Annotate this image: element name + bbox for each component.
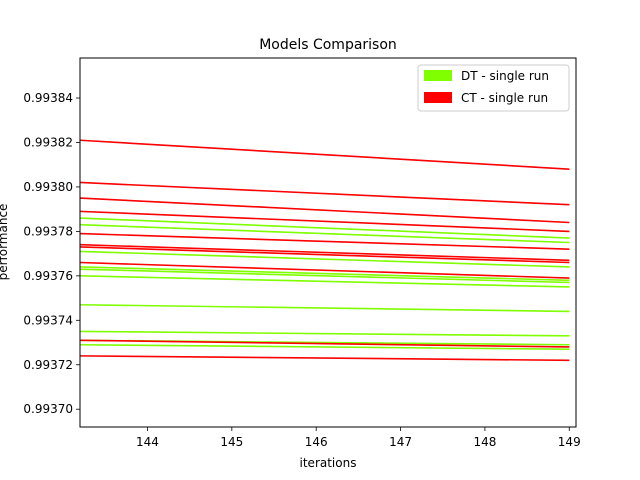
- legend-label-dt: DT - single run: [461, 69, 549, 83]
- series-line-dt-4: [79, 268, 570, 284]
- series-line-ct-18: [79, 339, 570, 348]
- y-tick-label: 0.99372: [23, 358, 73, 372]
- series-line-ct-15: [79, 243, 570, 262]
- y-tick-label: 0.99384: [23, 91, 73, 105]
- series-line-ct-10: [79, 139, 570, 170]
- x-tick-label: 147: [389, 435, 412, 449]
- x-tick-label: 148: [473, 435, 496, 449]
- x-tick-label: 146: [305, 435, 328, 449]
- x-tick-label: 144: [136, 435, 159, 449]
- series-line-dt-7: [79, 330, 570, 337]
- series-line-ct-11: [79, 181, 570, 206]
- series-line-ct-12: [79, 197, 570, 224]
- y-tick-label: 0.99382: [23, 135, 73, 149]
- series-line-dt-9: [79, 343, 570, 350]
- legend-box: [417, 64, 570, 112]
- legend-swatch-dt: [424, 70, 452, 81]
- x-tick-label: 149: [558, 435, 581, 449]
- y-tick-label: 0.99378: [23, 224, 73, 238]
- legend-swatch-ct: [424, 92, 452, 103]
- series-line-dt-5: [79, 275, 570, 288]
- series-line-ct-19: [79, 355, 570, 362]
- legend: DT - single run CT - single run: [417, 64, 570, 112]
- series-line-ct-16: [79, 246, 570, 264]
- chart-title: Models Comparison: [259, 37, 397, 53]
- y-axis: 0.99370 0.99372 0.99374 0.99376 0.99378 0.993…: [23, 91, 80, 416]
- plot-area: 144 145 146 147 148 149 0.99370 0.99372 0.99374…: [23, 57, 581, 449]
- axes-frame: [79, 57, 577, 428]
- x-tick-label: 145: [220, 435, 243, 449]
- x-axis-title: iterations: [300, 456, 357, 470]
- series-line-ct-17: [79, 261, 570, 279]
- y-tick-label: 0.99376: [23, 269, 73, 283]
- y-tick-label: 0.99374: [23, 313, 73, 327]
- series-line-dt-6: [79, 303, 570, 313]
- series-line-ct-13: [79, 210, 570, 233]
- axes-background: [80, 58, 576, 427]
- x-axis: 144 145 146 147 148 149: [136, 427, 581, 449]
- y-tick-label: 0.99370: [23, 402, 73, 416]
- series-line-ct-14: [79, 232, 570, 250]
- series-layer: [79, 139, 570, 362]
- series-line-dt-0: [79, 217, 570, 239]
- series-line-dt-1: [79, 223, 570, 244]
- series-line-dt-3: [79, 266, 570, 282]
- y-axis-title: performance: [0, 204, 10, 281]
- series-line-dt-2: [79, 250, 570, 268]
- y-tick-label: 0.99380: [23, 180, 73, 194]
- legend-label-ct: CT - single run: [461, 91, 548, 105]
